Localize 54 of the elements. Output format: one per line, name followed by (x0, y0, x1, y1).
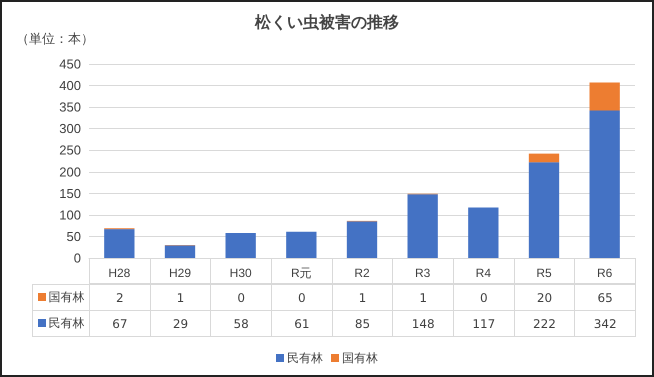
data-label: 20 (536, 290, 552, 304)
data-label: 1 (358, 290, 366, 304)
data-label: 0 (237, 290, 245, 304)
y-tick-label: 400 (59, 78, 81, 94)
bar (286, 232, 316, 258)
y-axis-title: （単位：本） (16, 31, 94, 48)
bar (346, 221, 378, 258)
y-tick-label: 300 (59, 121, 81, 136)
bar (590, 82, 620, 111)
bar (468, 208, 498, 258)
x-tick-label: R6 (596, 266, 613, 280)
bar (164, 246, 196, 258)
data-label: 1 (176, 290, 184, 304)
y-tick-label: 200 (59, 164, 81, 180)
data-label: 61 (294, 316, 310, 330)
bar (590, 110, 620, 258)
data-label: 0 (298, 290, 306, 304)
data-label: 222 (533, 316, 556, 330)
data-label: 0 (480, 290, 488, 304)
bar (104, 229, 134, 258)
y-tick-label: 50 (66, 228, 81, 244)
data-label: 58 (234, 316, 249, 330)
y-tick-label: 450 (59, 56, 81, 72)
data-label: 1 (419, 290, 427, 304)
chart-title: 松くい虫被害の推移 (254, 12, 399, 32)
bar (528, 162, 560, 258)
text: 民有林 (287, 351, 323, 365)
x-tick-label: H30 (230, 266, 252, 280)
text: 国有林 (342, 351, 378, 365)
y-tick-label: 250 (59, 142, 81, 158)
x-tick-label: R元 (290, 266, 312, 280)
data-label: 67 (112, 316, 128, 330)
data-label: 117 (472, 316, 496, 330)
y-tick-label: 150 (59, 186, 81, 201)
data-label: 65 (598, 290, 613, 304)
bar (528, 154, 560, 162)
data-label: 342 (594, 316, 617, 330)
x-tick-label: R4 (476, 266, 492, 280)
bar (408, 194, 438, 258)
legend-label: 国有林 (48, 290, 84, 304)
y-tick-label: 350 (59, 100, 81, 115)
data-label: 29 (172, 316, 188, 330)
x-tick-label: R3 (414, 266, 431, 280)
x-tick-label: H28 (108, 266, 131, 280)
bar (226, 232, 256, 258)
y-tick-label: 0 (74, 250, 81, 266)
data-label: 148 (412, 316, 435, 330)
legend-label: 民有林 (48, 316, 84, 330)
x-tick-label: R2 (354, 266, 370, 280)
data-label: 2 (116, 290, 124, 304)
x-tick-label: R5 (536, 266, 552, 280)
x-tick-label: H29 (168, 266, 192, 280)
data-label: 85 (354, 316, 370, 330)
y-tick-label: 100 (59, 207, 81, 222)
